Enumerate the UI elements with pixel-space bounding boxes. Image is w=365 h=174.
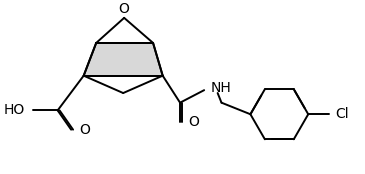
Text: O: O — [119, 2, 130, 16]
Text: O: O — [79, 123, 90, 137]
Polygon shape — [84, 43, 163, 76]
Text: HO: HO — [4, 103, 25, 117]
Text: Cl: Cl — [335, 107, 349, 121]
Text: O: O — [188, 115, 199, 129]
Text: NH: NH — [211, 81, 232, 95]
